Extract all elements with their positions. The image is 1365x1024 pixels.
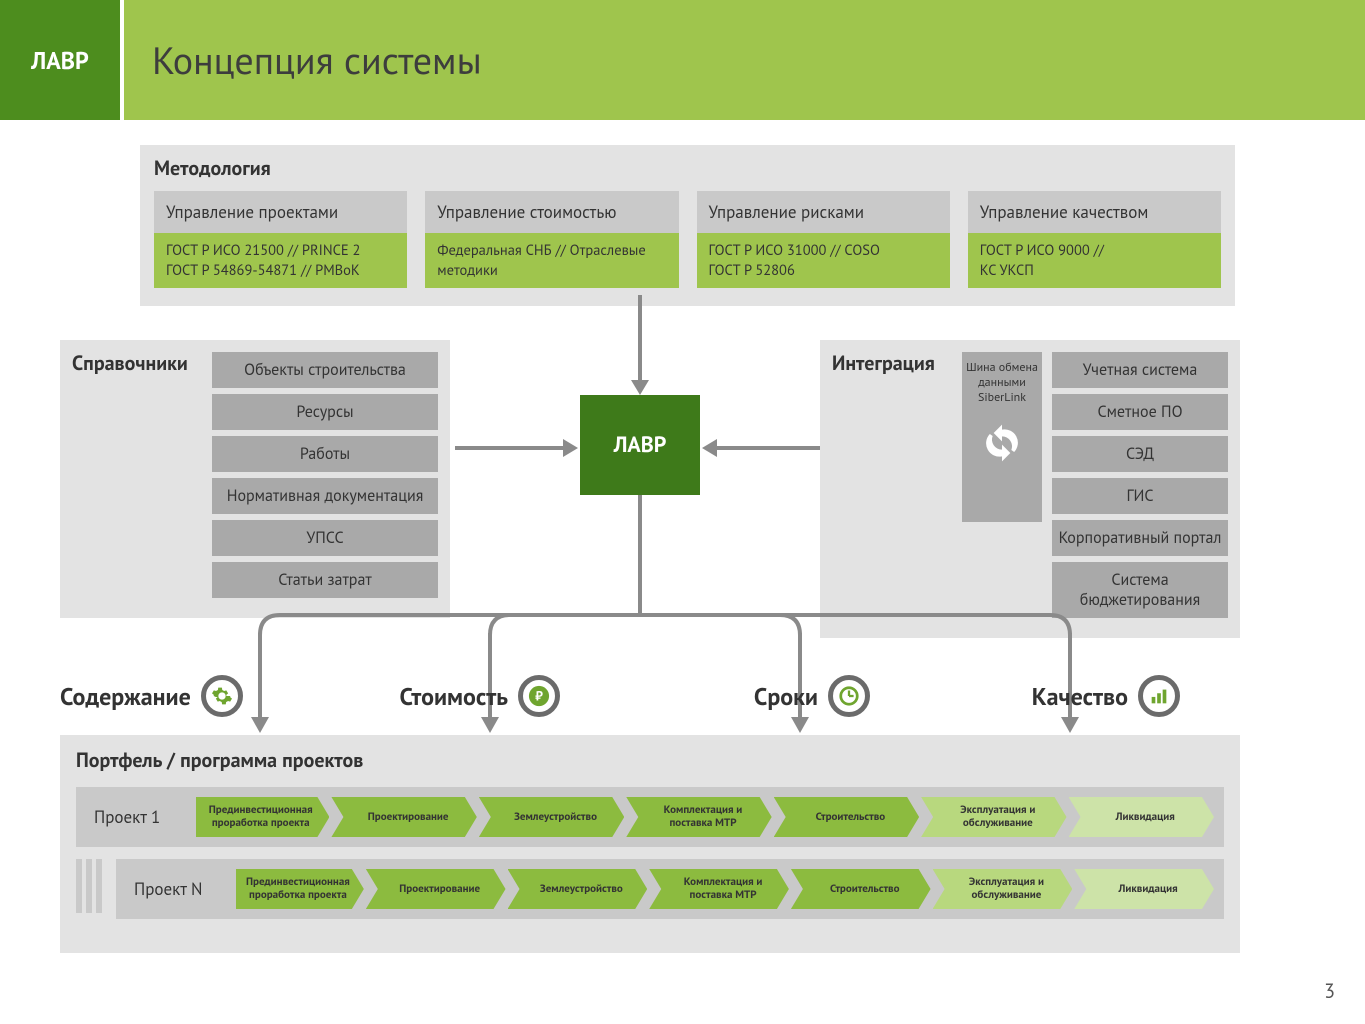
methodology-col-head: Управление стоимостью <box>425 191 678 233</box>
methodology-col-head: Управление рисками <box>697 191 950 233</box>
sync-icon <box>982 423 1022 463</box>
integration-item: Сметное ПО <box>1052 394 1228 430</box>
portfolio-panel: Портфель / программа проектов Проект 1Пр… <box>60 735 1240 953</box>
stage-chevron: Строительство <box>774 797 919 837</box>
stage-chevron: Землеустройство <box>508 869 648 909</box>
reference-item: Работы <box>212 436 438 472</box>
stage-chevron: Строительство <box>791 869 931 909</box>
stage-chevron: Комплектация и поставка МТР <box>626 797 771 837</box>
stage-chevron: Ликвидация <box>1069 797 1214 837</box>
methodology-col-body: ГОСТ Р ИСО 9000 // КС УКСП <box>968 233 1221 288</box>
integration-item: СЭД <box>1052 436 1228 472</box>
methodology-title: Методология <box>154 155 1221 181</box>
methodology-col: Управление проектамиГОСТ Р ИСО 21500 // … <box>154 191 407 288</box>
clock-icon <box>828 675 870 717</box>
reference-item: Ресурсы <box>212 394 438 430</box>
arrow-left <box>455 440 580 460</box>
methodology-col: Управление рискамиГОСТ Р ИСО 31000 // CO… <box>697 191 950 288</box>
bars-icon <box>1138 675 1180 717</box>
stage-chevron: Землеустройство <box>479 797 624 837</box>
integration-item: Учетная система <box>1052 352 1228 388</box>
output-schedule: Сроки <box>620 675 930 717</box>
output-cost-label: Стоимость <box>400 681 508 712</box>
stage-chevron: Эксплуатация и обслуживание <box>933 869 1073 909</box>
stage-chevron: Прединвестиционная проработка проекта <box>196 797 329 837</box>
methodology-col-body: ГОСТ Р ИСО 21500 // PRINCE 2 ГОСТ Р 5486… <box>154 233 407 288</box>
methodology-col-body: Федеральная СНБ // Отраслевые методики <box>425 233 678 288</box>
center-lavr-node: ЛАВР <box>580 395 700 495</box>
stage-chevron: Проектирование <box>331 797 476 837</box>
arrow-top <box>635 295 655 395</box>
stage-chevron: Проектирование <box>366 869 506 909</box>
gear-icon <box>201 675 243 717</box>
outputs-row: Содержание Стоимость ₽ Сроки Качество <box>60 675 1240 717</box>
svg-text:₽: ₽ <box>535 687 543 705</box>
methodology-col-head: Управление качеством <box>968 191 1221 233</box>
header: ЛАВР Концепция системы <box>0 0 1365 120</box>
stage-chevron: Эксплуатация и обслуживание <box>921 797 1066 837</box>
siberlink-label: Шина обмена данными SiberLink <box>966 360 1038 405</box>
references-title: Справочники <box>72 350 212 376</box>
integration-title: Интеграция <box>832 350 972 376</box>
output-quality: Качество <box>930 675 1240 717</box>
output-schedule-label: Сроки <box>754 681 818 712</box>
project-offset-bars <box>76 859 102 913</box>
page-number: 3 <box>1324 978 1335 1004</box>
methodology-col-body: ГОСТ Р ИСО 31000 // COSO ГОСТ Р 52806 <box>697 233 950 288</box>
output-cost: Стоимость ₽ <box>310 675 620 717</box>
output-quality-label: Качество <box>1032 681 1128 712</box>
reference-item: Объекты строительства <box>212 352 438 388</box>
project-label: Проект 1 <box>86 806 196 828</box>
stage-chevron: Ликвидация <box>1074 869 1214 909</box>
methodology-col: Управление качествомГОСТ Р ИСО 9000 // К… <box>968 191 1221 288</box>
output-content: Содержание <box>60 675 310 717</box>
portfolio-title: Портфель / программа проектов <box>76 747 1224 773</box>
methodology-panel: Методология Управление проектамиГОСТ Р И… <box>140 145 1235 306</box>
arrow-right <box>702 440 820 460</box>
ruble-icon: ₽ <box>518 675 560 717</box>
project-row: Проект NПрединвестиционная проработка пр… <box>116 859 1224 919</box>
stage-chevron: Прединвестиционная проработка проекта <box>236 869 364 909</box>
stage-chevron: Комплектация и поставка МТР <box>649 869 789 909</box>
methodology-col: Управление стоимостьюФедеральная СНБ // … <box>425 191 678 288</box>
page-title: Концепция системы <box>124 0 1365 120</box>
methodology-col-head: Управление проектами <box>154 191 407 233</box>
output-content-label: Содержание <box>60 681 191 712</box>
header-logo: ЛАВР <box>0 0 120 120</box>
project-label: Проект N <box>126 878 236 900</box>
project-row: Проект 1Прединвестиционная проработка пр… <box>76 787 1224 847</box>
